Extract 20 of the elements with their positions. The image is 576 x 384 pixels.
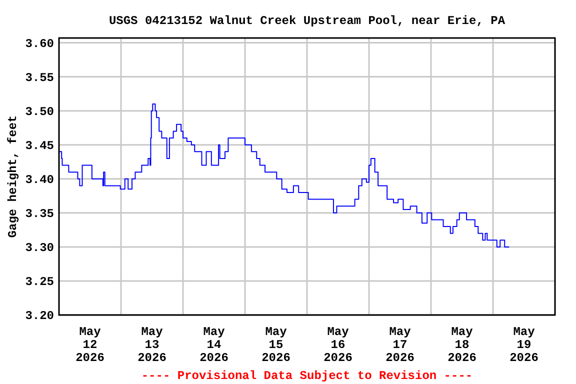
x-tick-label: May 14 2026 — [200, 325, 228, 365]
x-tick-label: May 16 2026 — [324, 325, 352, 365]
y-tick-label: 3.60 — [25, 36, 54, 51]
y-axis-title: Gage height, feet — [6, 115, 20, 238]
x-tick-label: May 17 2026 — [386, 325, 414, 365]
x-tick-label: May 15 2026 — [262, 325, 290, 365]
x-tick-label: May 12 2026 — [76, 325, 104, 365]
y-tick-label: 3.20 — [25, 309, 54, 323]
x-tick-label: May 13 2026 — [138, 325, 166, 365]
y-tick-label: 3.45 — [25, 138, 54, 153]
x-tick-label: May 18 2026 — [448, 325, 476, 365]
y-tick-label: 3.40 — [25, 172, 54, 187]
y-tick-label: 3.55 — [25, 70, 54, 85]
y-tick-label: 3.30 — [25, 240, 54, 255]
y-tick-label: 3.25 — [25, 274, 54, 289]
text: ---- Provisional Data Subject to Revision ---- — [141, 369, 473, 383]
y-tick-label: 3.35 — [25, 206, 54, 221]
x-tick-label: May 19 2026 — [510, 325, 538, 365]
y-tick-label: 3.50 — [25, 104, 54, 119]
chart-title: USGS 04213152 Walnut Creek Upstream Pool, near Erie, PA — [108, 14, 506, 28]
